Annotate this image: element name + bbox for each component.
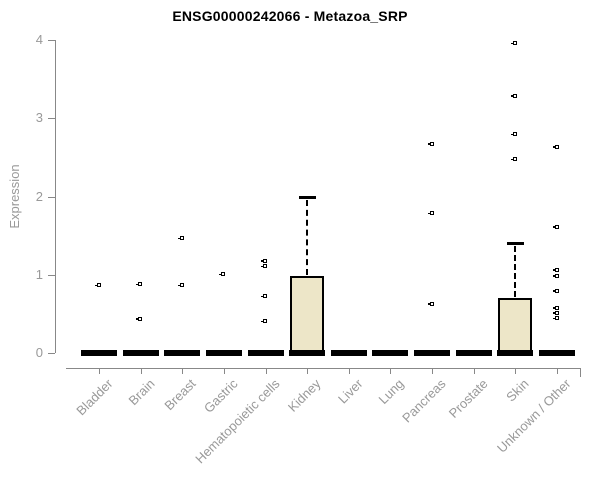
y-axis-tick [48,40,55,41]
y-axis-tick-label: 1 [35,266,43,282]
outlier-point [552,267,559,272]
outlier-point [261,258,268,263]
outlier-point [510,157,517,162]
outlier-point [177,283,184,288]
outlier-point [552,310,559,315]
x-axis-end-tick [580,368,581,377]
x-axis-tick [515,368,517,374]
x-axis-tick [432,368,434,374]
outlier-point [427,211,434,216]
x-axis-tick [223,368,225,374]
median-bar [122,350,159,356]
whisker-line [306,199,309,276]
y-axis-tick-label: 3 [35,110,43,126]
x-axis-tick [265,368,267,374]
median-bar [372,350,409,356]
y-axis-tick [48,196,55,198]
outlier-point [510,132,517,137]
outlier-point [552,144,559,149]
median-bar [205,350,242,356]
whisker-cap [506,241,524,245]
y-axis-tick-label: 0 [35,345,43,360]
outlier-point [427,141,434,146]
box [290,276,325,353]
outlier-point [261,294,268,299]
median-bar [289,350,326,356]
whisker-line [514,245,517,298]
outlier-point [427,301,434,306]
x-axis-tick [182,368,184,374]
outlier-point [552,273,559,278]
outlier-point [136,282,143,287]
y-axis-tick [48,353,55,354]
median-bar [247,350,284,356]
median-bar [330,350,367,356]
outlier-point [136,316,143,321]
outlier-point [177,236,184,241]
x-axis-tick [390,368,392,374]
x-axis-tick [307,368,309,374]
y-axis-tick-label: 2 [35,188,43,204]
y-axis-tick-label: 4 [35,32,43,47]
x-axis-tick [348,368,350,374]
median-bar [497,350,534,356]
outlier-point [552,288,559,293]
x-axis-tick [557,368,559,374]
outlier-point [219,272,226,277]
median-bar [81,350,117,356]
median-bar [539,350,576,356]
x-axis-line [66,368,580,369]
chart-title: ENSG00000242066 - Metazoa_SRP [172,8,408,24]
outlier-point [552,224,559,229]
outlier-point [94,283,101,288]
outlier-point [261,319,268,324]
box [498,298,533,353]
median-bar [164,350,201,356]
whisker-cap [298,195,316,199]
x-axis-tick [473,368,475,374]
y-axis-tick [48,118,55,120]
median-bar [455,350,492,356]
y-axis-tick [48,274,55,276]
outlier-point [510,41,517,46]
outlier-point [510,93,517,98]
y-axis-line [55,40,56,353]
outlier-point [261,264,268,269]
outlier-point [552,316,559,321]
x-axis-tick [140,368,142,374]
median-bar [414,350,451,356]
outlier-point [552,305,559,310]
x-axis-tick [99,368,100,374]
